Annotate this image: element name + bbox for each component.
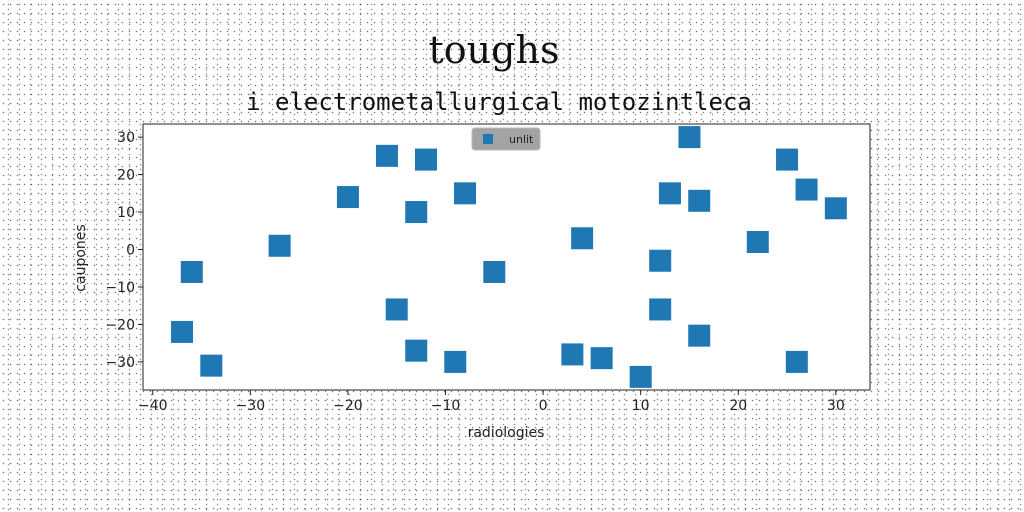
y-tick-label: −20 [105,317,135,333]
data-point [571,227,594,250]
data-point [171,320,194,343]
y-tick-label: −30 [105,355,135,371]
data-point [405,201,428,224]
data-point [678,126,701,149]
data-point [444,350,467,373]
y-tick-label: 0 [126,243,135,259]
data-point [824,197,847,220]
y-tick-label: 10 [117,205,135,221]
y-tick-label: 30 [117,130,135,146]
data-point [746,231,769,254]
y-axis-label: caupones [73,224,89,291]
x-tick-label: 10 [632,398,650,414]
legend-box [471,127,541,151]
data-point [658,182,681,205]
x-axis-label: radiologies [468,425,545,441]
data-point [454,182,477,205]
data-point [688,324,711,347]
data-point [795,178,818,201]
x-tick-label: 30 [827,398,845,414]
data-point [336,186,359,209]
legend-marker [483,134,493,144]
data-point [649,249,672,272]
data-point [561,343,584,366]
data-point [590,347,613,370]
data-point [688,189,711,212]
data-point [385,298,408,321]
data-point [405,339,428,362]
chart-subtitle: i electrometallurgical motozintleca [246,88,752,116]
x-tick-label: −40 [138,398,168,414]
data-point [785,350,808,373]
data-point [776,148,799,171]
y-tick-label: −10 [105,280,135,296]
plot-background [143,124,870,390]
plot-area: −40 −30 −20 −10 0 10 20 30 −30 −20 −10 0 10 20 30 unlit [105,123,871,414]
x-tick-label: 0 [539,398,548,414]
x-tick-label: 20 [729,398,747,414]
x-tick-label: −30 [236,398,266,414]
legend-label: unlit [509,133,534,146]
data-point [649,298,672,321]
plot-frame [142,123,871,391]
x-tick-label: −20 [333,398,363,414]
data-point [180,260,203,283]
data-point [414,148,437,171]
data-point [483,260,506,283]
data-point [629,365,652,388]
data-point [375,144,398,167]
data-point [268,234,291,257]
y-tick-label: 20 [117,168,135,184]
data-point [200,354,223,377]
x-tick-label: −10 [431,398,461,414]
chart-title: toughs [429,28,560,72]
